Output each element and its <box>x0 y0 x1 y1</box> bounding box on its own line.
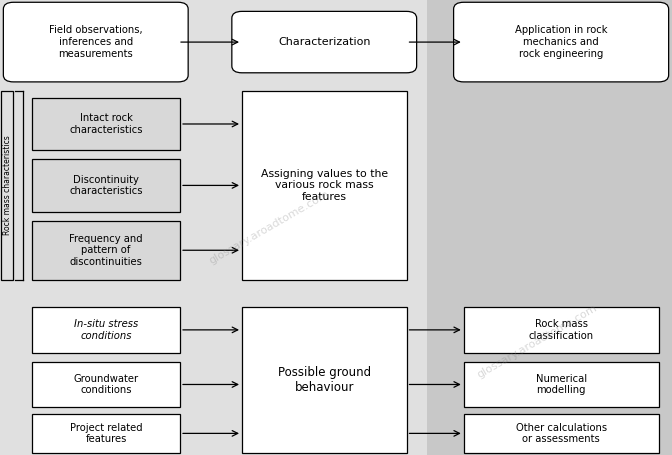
FancyBboxPatch shape <box>3 2 188 82</box>
FancyBboxPatch shape <box>232 11 417 73</box>
Text: Frequency and
pattern of
discontinuities: Frequency and pattern of discontinuities <box>69 234 143 267</box>
Text: Project related
features: Project related features <box>70 423 142 444</box>
Text: Characterization: Characterization <box>278 37 370 47</box>
FancyBboxPatch shape <box>464 414 659 453</box>
Text: Intact rock
characteristics: Intact rock characteristics <box>69 113 143 135</box>
Text: Application in rock
mechanics and
rock engineering: Application in rock mechanics and rock e… <box>515 25 607 59</box>
FancyBboxPatch shape <box>464 307 659 353</box>
FancyBboxPatch shape <box>32 98 180 150</box>
FancyBboxPatch shape <box>242 91 407 280</box>
FancyBboxPatch shape <box>32 159 180 212</box>
FancyBboxPatch shape <box>32 362 180 407</box>
Bar <box>0 0 427 455</box>
Bar <box>427 0 672 455</box>
FancyBboxPatch shape <box>32 414 180 453</box>
Text: Rock mass characteristics: Rock mass characteristics <box>3 136 12 235</box>
FancyBboxPatch shape <box>242 307 407 453</box>
Text: Possible ground
behaviour: Possible ground behaviour <box>278 366 371 394</box>
FancyBboxPatch shape <box>32 307 180 353</box>
Text: Rock mass
classification: Rock mass classification <box>529 319 593 341</box>
Text: Assigning values to the
various rock mass
features: Assigning values to the various rock mas… <box>261 169 388 202</box>
Text: Discontinuity
characteristics: Discontinuity characteristics <box>69 175 143 196</box>
FancyBboxPatch shape <box>464 362 659 407</box>
Text: Field observations,
inferences and
measurements: Field observations, inferences and measu… <box>49 25 142 59</box>
Text: Other calculations
or assessments: Other calculations or assessments <box>515 423 607 444</box>
Text: glossary.aroadtome.com: glossary.aroadtome.com <box>207 189 331 266</box>
Text: glossary.aroadtome.com: glossary.aroadtome.com <box>476 303 599 380</box>
FancyBboxPatch shape <box>32 221 180 280</box>
Bar <box>1 91 13 280</box>
Text: Numerical
modelling: Numerical modelling <box>536 374 587 395</box>
Text: Groundwater
conditions: Groundwater conditions <box>74 374 138 395</box>
FancyBboxPatch shape <box>454 2 669 82</box>
Text: In-situ stress
conditions: In-situ stress conditions <box>74 319 138 341</box>
